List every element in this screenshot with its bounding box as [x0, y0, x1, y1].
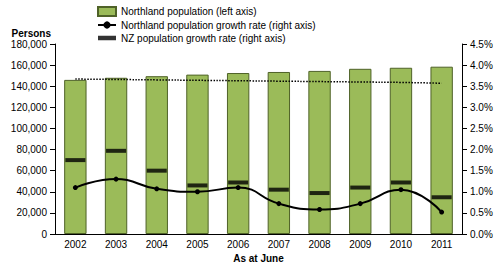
svg-text:As at June: As at June: [233, 253, 284, 264]
svg-text:60,000: 60,000: [16, 165, 47, 176]
svg-text:20,000: 20,000: [16, 207, 47, 218]
svg-text:2002: 2002: [64, 239, 87, 250]
svg-text:2011: 2011: [431, 239, 453, 250]
svg-text:140,000: 140,000: [11, 81, 48, 92]
svg-text:NZ population growth rate (rig: NZ population growth rate (right axis): [121, 33, 286, 44]
svg-text:80,000: 80,000: [16, 144, 47, 155]
svg-text:Northland population (left axi: Northland population (left axis): [121, 6, 257, 17]
svg-text:2010: 2010: [390, 239, 413, 250]
svg-text:3.0%: 3.0%: [470, 102, 493, 113]
svg-text:4.0%: 4.0%: [470, 60, 493, 71]
svg-text:100,000: 100,000: [11, 123, 48, 134]
svg-text:2.5%: 2.5%: [470, 123, 493, 134]
svg-text:40,000: 40,000: [16, 186, 47, 197]
svg-text:0: 0: [41, 229, 47, 240]
svg-text:2009: 2009: [349, 239, 372, 250]
svg-text:Persons: Persons: [12, 28, 52, 39]
svg-text:2004: 2004: [146, 239, 169, 250]
svg-text:3.5%: 3.5%: [470, 81, 493, 92]
svg-text:2006: 2006: [227, 239, 250, 250]
svg-text:2.0%: 2.0%: [470, 144, 493, 155]
svg-text:2003: 2003: [105, 239, 128, 250]
svg-text:1.5%: 1.5%: [470, 165, 493, 176]
svg-text:160,000: 160,000: [11, 60, 48, 71]
svg-text:4.5%: 4.5%: [470, 39, 493, 50]
svg-text:2005: 2005: [186, 239, 209, 250]
svg-text:Northland population growth ra: Northland population growth rate (right …: [121, 20, 316, 31]
svg-text:1.0%: 1.0%: [470, 186, 493, 197]
svg-text:2007: 2007: [268, 239, 291, 250]
svg-text:120,000: 120,000: [11, 102, 48, 113]
svg-text:180,000: 180,000: [11, 39, 48, 50]
svg-text:0.5%: 0.5%: [470, 207, 493, 218]
svg-text:2008: 2008: [308, 239, 331, 250]
svg-text:0.0%: 0.0%: [470, 229, 493, 240]
